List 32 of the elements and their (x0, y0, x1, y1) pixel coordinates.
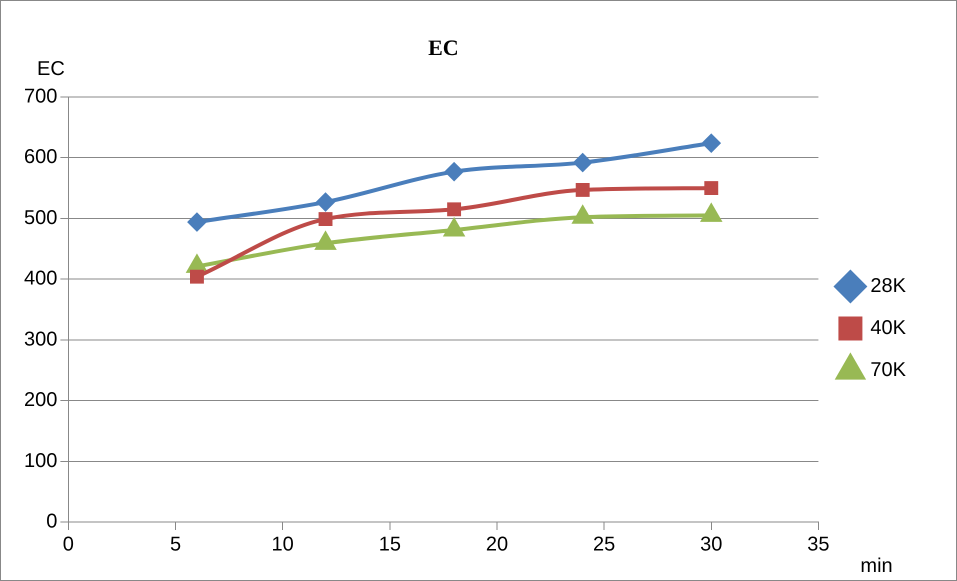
x-tick-label: 35 (807, 534, 830, 556)
x-tick-label: 10 (272, 534, 294, 556)
y-tick-label: 600 (24, 146, 58, 168)
point (447, 202, 462, 216)
point (318, 212, 332, 226)
legend-label: 28K (870, 275, 907, 298)
point (190, 270, 204, 284)
y-tick-label: 100 (24, 450, 58, 472)
point (704, 181, 718, 196)
x-tick-label: 30 (700, 534, 722, 556)
legend-label: 40K (870, 317, 907, 340)
x-axis-title: min (860, 555, 893, 577)
x-tick-label: 25 (592, 534, 616, 556)
y-tick-label: 400 (24, 268, 58, 290)
legend-label: 70K (870, 359, 907, 382)
x-tick-label: 20 (486, 534, 508, 556)
y-tick-label: 0 (46, 510, 58, 533)
x-tick-label: 5 (170, 534, 182, 556)
point (445, 162, 464, 181)
chart-title: EC (428, 35, 459, 60)
point (702, 134, 720, 152)
x-tick-label: 15 (378, 534, 401, 556)
y-tick-label: 300 (24, 328, 58, 350)
point (188, 213, 206, 232)
y-tick-label: 500 (24, 206, 58, 229)
x-tick-label: 0 (62, 534, 74, 556)
point (574, 154, 592, 172)
point (576, 182, 590, 197)
point (316, 193, 335, 212)
y-tick-label: 700 (24, 86, 58, 108)
y-tick-label: 200 (24, 389, 58, 412)
y-axis-title: EC (37, 58, 65, 80)
